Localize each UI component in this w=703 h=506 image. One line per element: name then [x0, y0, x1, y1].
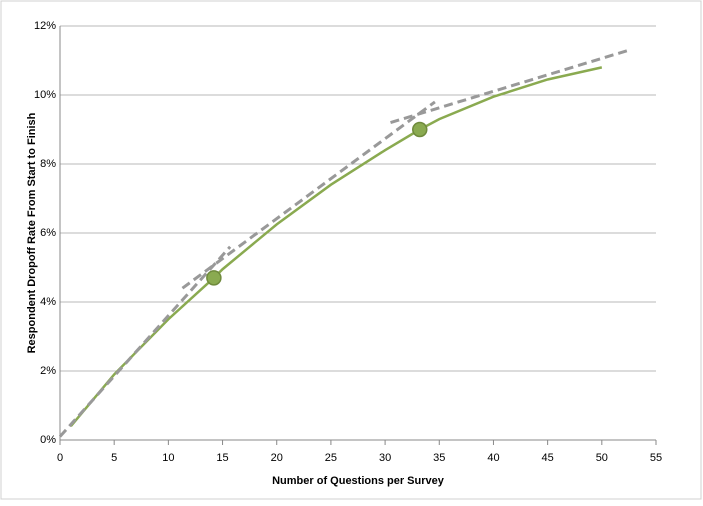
- x-tick-label: 25: [325, 452, 337, 464]
- x-tick-label: 55: [650, 452, 662, 464]
- x-tick-label: 15: [216, 452, 228, 464]
- x-tick-label: 50: [596, 452, 608, 464]
- x-tick-label: 30: [379, 452, 391, 464]
- y-tick-label: 10%: [34, 89, 56, 101]
- y-tick-label: 6%: [40, 227, 56, 239]
- y-tick-label: 12%: [34, 20, 56, 32]
- y-tick-label: 0%: [40, 434, 56, 446]
- x-tick-label: 20: [271, 452, 283, 464]
- marker: [412, 121, 428, 138]
- x-tick-label: 35: [433, 452, 445, 464]
- x-tick-label: 10: [162, 452, 174, 464]
- data-line: [69, 66, 603, 428]
- marker: [206, 270, 222, 286]
- y-tick-label: 2%: [40, 365, 56, 377]
- x-tick-label: 0: [57, 452, 63, 464]
- y-axis-label: Respondent Dropoff Rate From Start to Fi…: [26, 112, 38, 353]
- x-tick-label: 45: [542, 452, 554, 464]
- x-tick-label: 40: [487, 452, 499, 464]
- y-tick-label: 4%: [40, 296, 56, 308]
- dashed-line: [181, 100, 436, 290]
- dashed-line: [58, 245, 232, 438]
- y-tick-label: 8%: [40, 158, 56, 170]
- x-tick-label: 5: [111, 452, 117, 464]
- x-axis-label: Number of Questions per Survey: [272, 475, 445, 487]
